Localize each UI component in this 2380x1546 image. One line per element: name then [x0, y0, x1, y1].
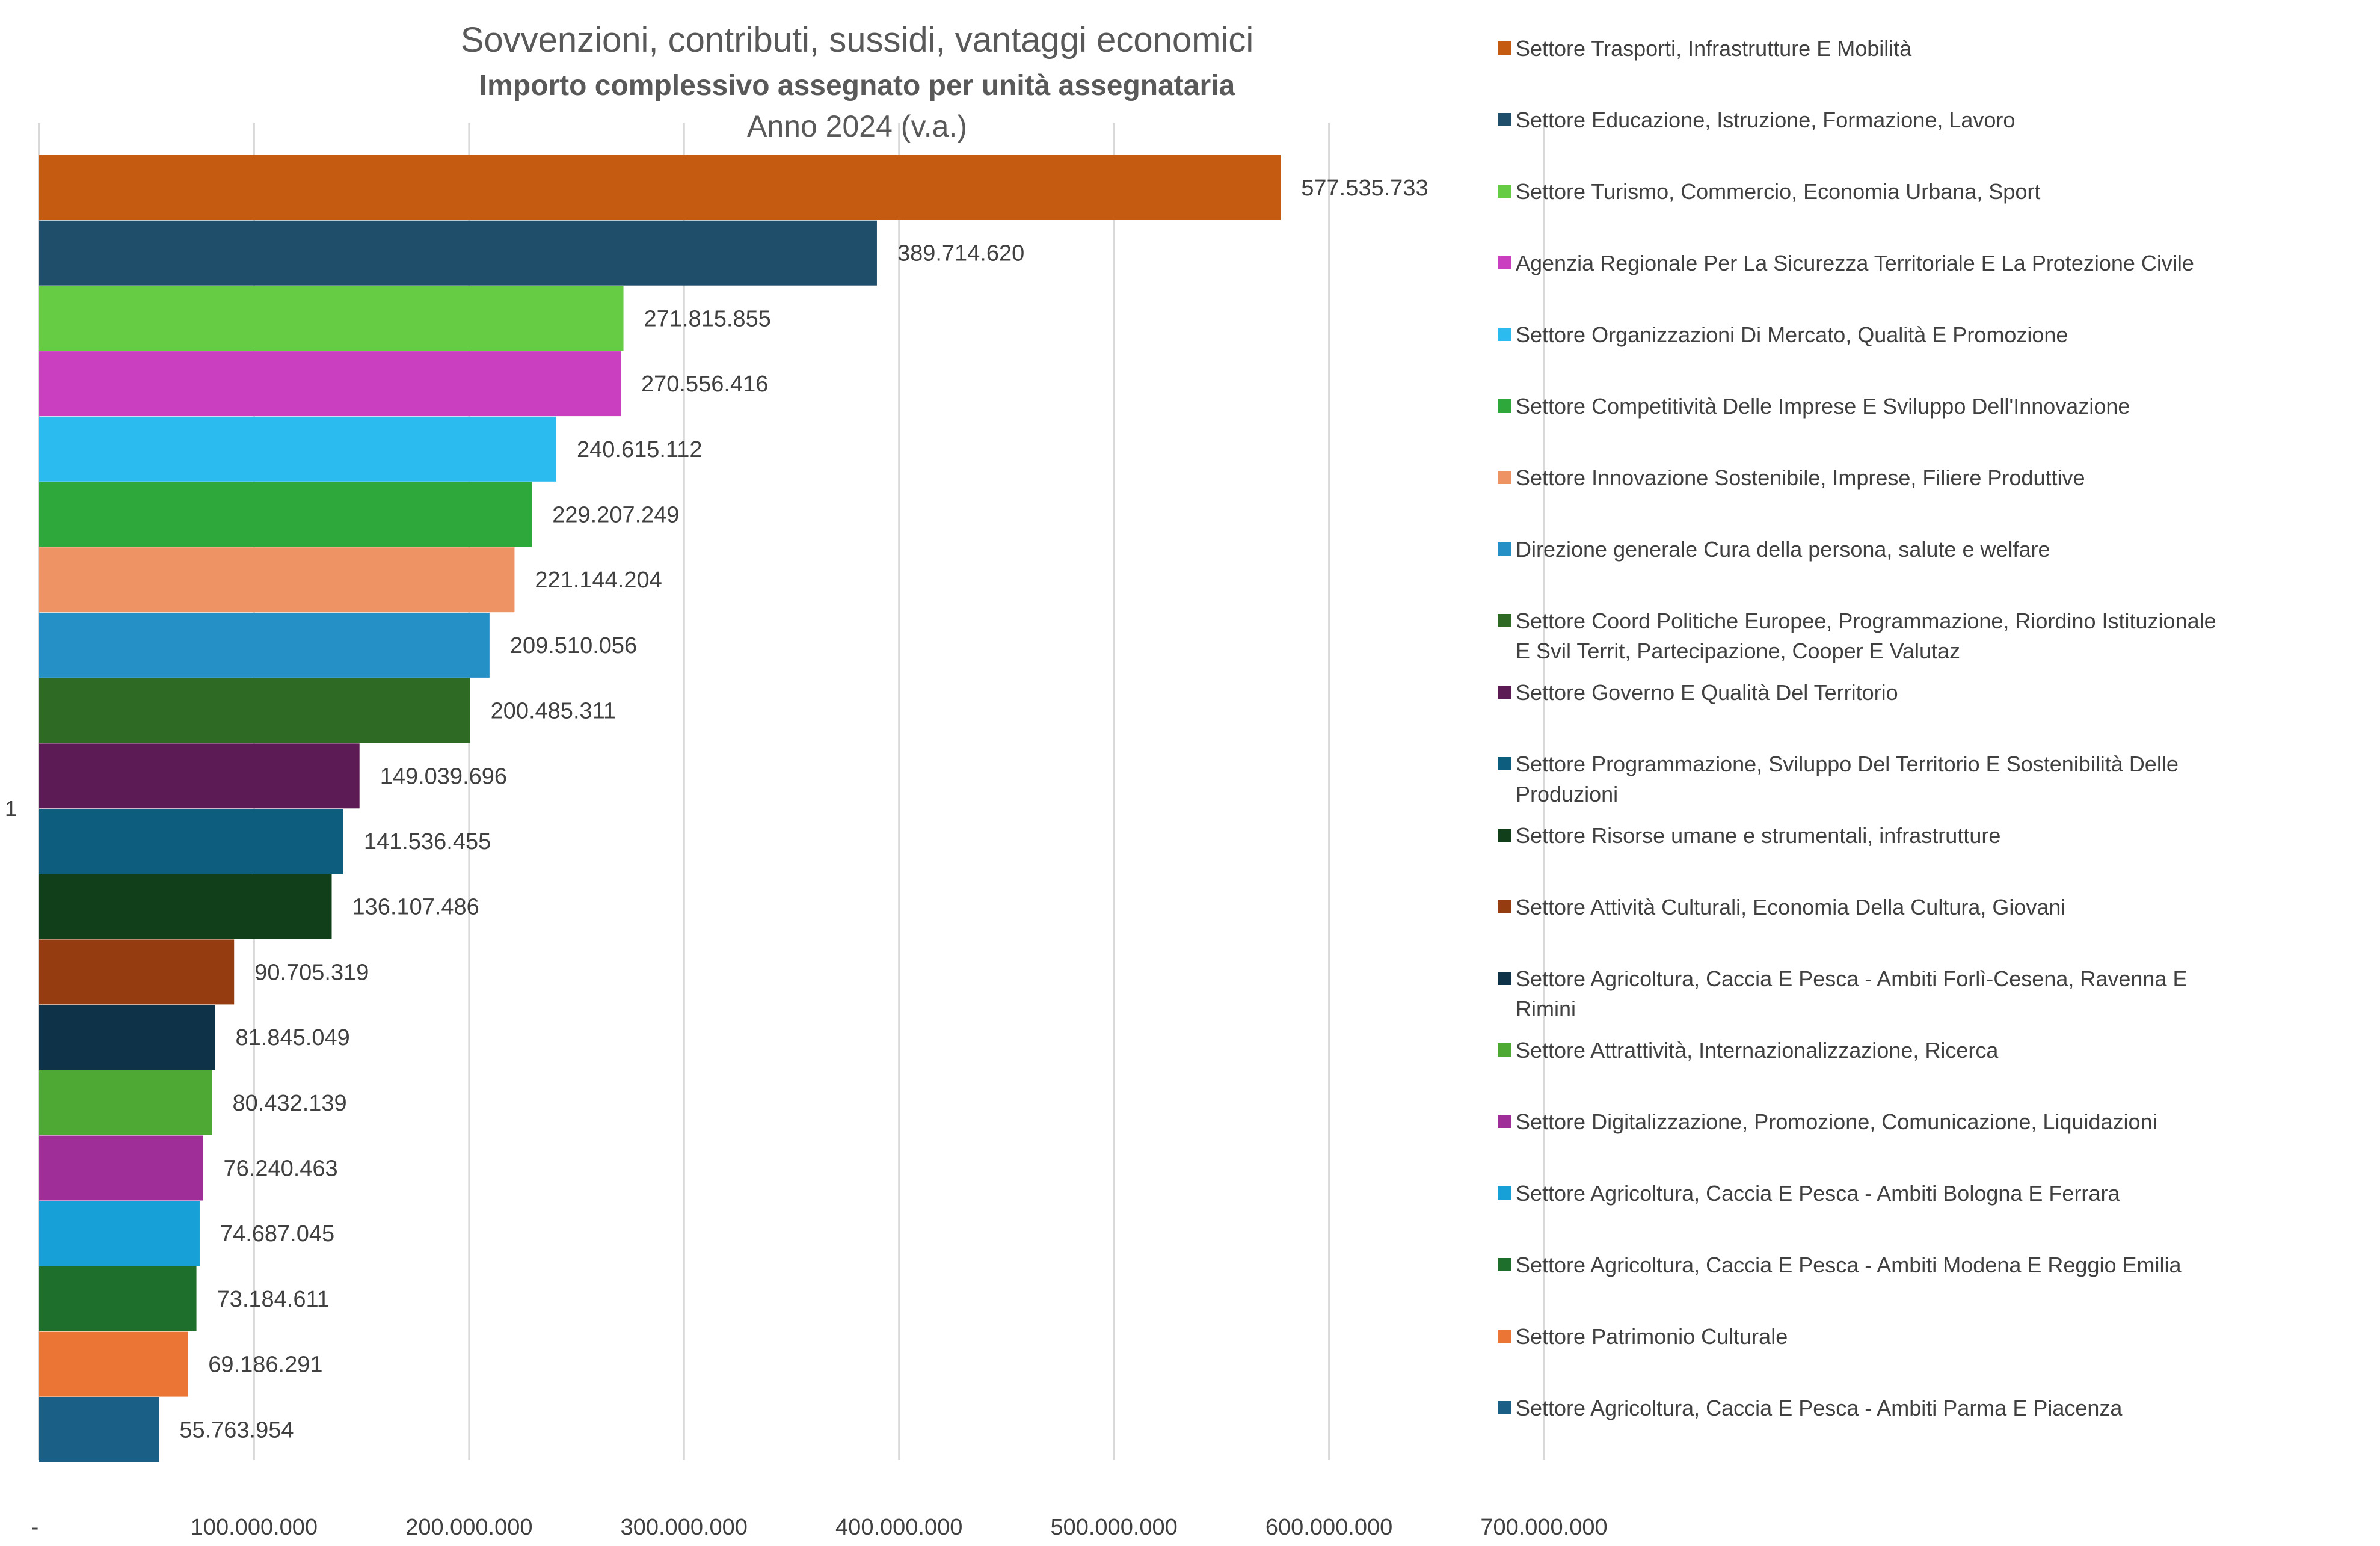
legend-item: Settore Organizzazioni Di Mercato, Quali… [1516, 322, 2068, 347]
data-label: 141.536.455 [364, 829, 491, 854]
x-tick-label: 400.000.000 [835, 1515, 962, 1540]
chart-title: Sovvenzioni, contributi, sussidi, vantag… [461, 20, 1254, 60]
bar [39, 416, 557, 482]
bar [39, 939, 235, 1005]
data-label: 577.535.733 [1301, 176, 1428, 201]
legend-swatch [1498, 757, 1511, 770]
bar [39, 220, 877, 286]
data-label: 55.763.954 [179, 1417, 294, 1443]
data-label: 90.705.319 [254, 960, 369, 985]
x-tick-labels: - 100.000.000 200.000.000 300.000.000 400.00… [31, 1515, 1608, 1540]
data-label: 221.144.204 [535, 568, 662, 593]
legend-swatch [1498, 399, 1511, 413]
bar [39, 1135, 203, 1201]
bar [39, 678, 470, 743]
bar [39, 874, 332, 939]
x-tick-label: 600.000.000 [1265, 1515, 1392, 1540]
bar [39, 1005, 215, 1070]
legend-item: Settore Innovazione Sostenibile, Imprese… [1516, 465, 2085, 490]
bar [39, 612, 490, 678]
bar [39, 482, 532, 547]
legend-swatch [1498, 972, 1511, 985]
legend-item: Settore Attrattività, Internazionalizzaz… [1516, 1038, 1999, 1063]
legend-item: Settore Educazione, Istruzione, Formazio… [1516, 108, 2015, 132]
legend-item: Settore Risorse umane e strumentali, inf… [1516, 823, 2000, 848]
legend-item: Settore Agricoltura, Caccia E Pesca - Am… [1516, 1396, 2123, 1420]
legend-item: Settore Agricoltura, Caccia E Pesca - Am… [1516, 1181, 2120, 1206]
data-label: 80.432.139 [232, 1091, 346, 1116]
data-label: 81.845.049 [236, 1025, 350, 1051]
legend-item: Settore Programmazione, Sviluppo Del Ter… [1516, 752, 2179, 806]
data-labels: 577.535.733 389.714.620 271.815.855 270.556… [179, 176, 1428, 1443]
bars [39, 155, 1281, 1462]
legend-swatch [1498, 829, 1511, 842]
data-label: 240.615.112 [577, 437, 702, 462]
bar [39, 1331, 188, 1397]
legend-swatch [1498, 1186, 1511, 1200]
bar [39, 1070, 212, 1135]
legend-item: Settore Digitalizzazione, Promozione, Co… [1516, 1109, 2157, 1134]
legend-swatch [1498, 1115, 1511, 1128]
legend-item: Settore Governo E Qualità Del Territorio [1516, 680, 1898, 705]
x-tick-label: - [31, 1515, 39, 1540]
chart-subtitle-year: Anno 2024 (v.a.) [747, 109, 967, 143]
bar [39, 1397, 159, 1462]
bar [39, 809, 343, 874]
data-label: 389.714.620 [897, 241, 1024, 266]
x-tick-label: 700.000.000 [1480, 1515, 1607, 1540]
data-label: 136.107.486 [352, 895, 479, 920]
legend-item: Settore Patrimonio Culturale [1516, 1324, 1788, 1349]
legend-swatch [1498, 900, 1511, 913]
legend-swatch [1498, 614, 1511, 627]
legend-item: Direzione generale Cura della persona, s… [1516, 537, 2050, 562]
legend-swatch [1498, 256, 1511, 269]
legend-swatch [1498, 1043, 1511, 1057]
data-label: 76.240.463 [224, 1156, 338, 1182]
data-label: 74.687.045 [220, 1221, 334, 1247]
legend-item: Settore Agricoltura, Caccia E Pesca - Am… [1516, 966, 2188, 1021]
x-tick-label: 500.000.000 [1050, 1515, 1177, 1540]
legend-swatch [1498, 686, 1511, 699]
x-tick-label: 100.000.000 [191, 1515, 318, 1540]
bar [39, 1201, 200, 1266]
bar [39, 743, 360, 809]
x-tick-label: 300.000.000 [621, 1515, 748, 1540]
legend-swatch [1498, 1330, 1511, 1343]
legend-item: Settore Coord Politiche Europee, Program… [1516, 609, 2216, 663]
legend-item: Settore Attività Culturali, Economia Del… [1516, 895, 2065, 919]
data-label: 209.510.056 [510, 633, 637, 658]
bar [39, 1266, 197, 1331]
legend-swatch [1498, 471, 1511, 484]
x-tick-label: 200.000.000 [405, 1515, 532, 1540]
data-label: 271.815.855 [644, 306, 771, 331]
data-label: 229.207.249 [552, 503, 679, 528]
legend-item: Settore Competitività Delle Imprese E Sv… [1516, 394, 2130, 419]
legend-swatch [1498, 41, 1511, 55]
legend: Settore Trasporti, Infrastrutture E Mobi… [1498, 36, 2216, 1420]
legend-item: Settore Agricoltura, Caccia E Pesca - Am… [1516, 1253, 2182, 1277]
bar [39, 155, 1281, 220]
bar [39, 286, 624, 351]
bar [39, 351, 621, 417]
bar [39, 547, 515, 613]
chart-subtitle: Importo complessivo assegnato per unità … [479, 70, 1235, 102]
legend-item: Settore Trasporti, Infrastrutture E Mobi… [1516, 36, 1912, 61]
legend-swatch [1498, 328, 1511, 341]
data-label: 200.485.311 [491, 699, 617, 724]
legend-item: Settore Turismo, Commercio, Economia Urb… [1516, 179, 2040, 204]
legend-item: Agenzia Regionale Per La Sicurezza Terri… [1516, 251, 2194, 275]
legend-swatch [1498, 1401, 1511, 1414]
data-label: 69.186.291 [208, 1352, 322, 1378]
data-label: 73.184.611 [217, 1287, 330, 1312]
legend-swatch [1498, 113, 1511, 126]
data-label: 149.039.696 [380, 764, 507, 789]
legend-swatch [1498, 1258, 1511, 1271]
legend-swatch [1498, 542, 1511, 556]
category-label: 1 [5, 796, 17, 821]
data-label: 270.556.416 [641, 372, 768, 397]
legend-swatch [1498, 185, 1511, 198]
